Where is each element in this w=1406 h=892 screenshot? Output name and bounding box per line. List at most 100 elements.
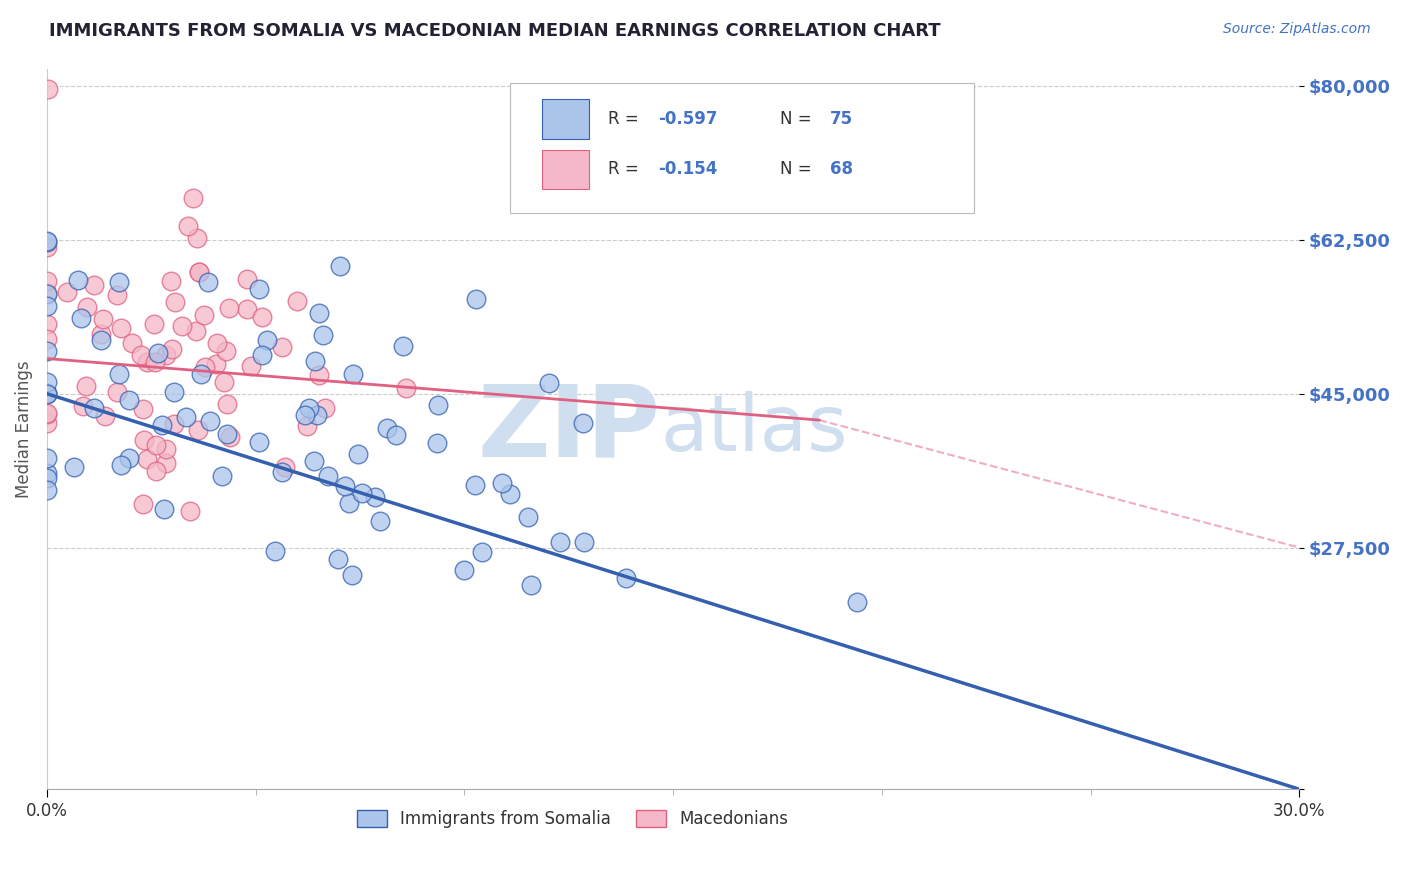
Point bbox=[83, 277, 105, 292]
Point bbox=[364, 490, 387, 504]
Point bbox=[66, 273, 89, 287]
Point bbox=[132, 497, 155, 511]
Point bbox=[215, 343, 238, 358]
Point bbox=[179, 503, 201, 517]
Point bbox=[93, 409, 115, 423]
Point bbox=[329, 259, 352, 273]
Point bbox=[465, 292, 488, 306]
Point bbox=[35, 343, 58, 358]
Point bbox=[198, 414, 221, 428]
Point bbox=[188, 264, 211, 278]
Point bbox=[163, 385, 186, 400]
Point bbox=[274, 459, 297, 474]
Point bbox=[298, 401, 321, 415]
Point bbox=[215, 397, 238, 411]
Point bbox=[186, 324, 208, 338]
Point bbox=[314, 401, 336, 415]
Point bbox=[342, 367, 364, 381]
Point bbox=[453, 563, 475, 577]
Point bbox=[132, 433, 155, 447]
Point bbox=[312, 327, 335, 342]
Point bbox=[375, 421, 398, 435]
Point bbox=[72, 399, 94, 413]
Text: R =: R = bbox=[607, 110, 644, 128]
Point bbox=[153, 501, 176, 516]
Point bbox=[218, 301, 240, 315]
Point bbox=[35, 299, 58, 313]
Point bbox=[35, 287, 58, 301]
Text: N =: N = bbox=[779, 161, 817, 178]
Point bbox=[426, 436, 449, 450]
Text: Source: ZipAtlas.com: Source: ZipAtlas.com bbox=[1223, 22, 1371, 37]
Point bbox=[35, 376, 58, 390]
Point bbox=[194, 359, 217, 374]
Legend: Immigrants from Somalia, Macedonians: Immigrants from Somalia, Macedonians bbox=[350, 804, 796, 835]
Point bbox=[328, 551, 350, 566]
Point bbox=[152, 417, 174, 432]
Bar bbox=[541, 99, 589, 139]
Point bbox=[427, 398, 450, 412]
Point bbox=[155, 456, 177, 470]
Point bbox=[256, 334, 278, 348]
Point bbox=[135, 355, 157, 369]
Text: IMMIGRANTS FROM SOMALIA VS MACEDONIAN MEDIAN EARNINGS CORRELATION CHART: IMMIGRANTS FROM SOMALIA VS MACEDONIAN ME… bbox=[49, 22, 941, 40]
Point bbox=[132, 402, 155, 417]
Point bbox=[160, 342, 183, 356]
Point bbox=[148, 346, 170, 360]
Point bbox=[35, 406, 58, 420]
Point bbox=[90, 333, 112, 347]
Point bbox=[155, 442, 177, 456]
Point bbox=[155, 348, 177, 362]
Point bbox=[212, 376, 235, 390]
Point bbox=[35, 451, 58, 466]
Point bbox=[172, 319, 194, 334]
Y-axis label: Median Earnings: Median Earnings bbox=[15, 360, 32, 498]
Point bbox=[394, 381, 416, 395]
Point bbox=[519, 578, 541, 592]
Point bbox=[35, 467, 58, 481]
Point bbox=[75, 379, 97, 393]
Point bbox=[129, 348, 152, 362]
Point bbox=[117, 451, 139, 466]
Point bbox=[572, 417, 595, 431]
Point bbox=[35, 417, 58, 431]
Point bbox=[117, 392, 139, 407]
Point bbox=[236, 302, 259, 317]
Point bbox=[165, 295, 187, 310]
Point bbox=[145, 355, 167, 369]
Point bbox=[572, 535, 595, 549]
Point bbox=[218, 430, 240, 444]
Point bbox=[35, 483, 58, 497]
Point bbox=[35, 274, 58, 288]
Point bbox=[295, 419, 318, 434]
Point bbox=[105, 288, 128, 302]
Point bbox=[110, 458, 132, 472]
Point bbox=[190, 368, 212, 382]
Point bbox=[83, 401, 105, 415]
Point bbox=[35, 235, 58, 249]
Point bbox=[211, 468, 233, 483]
Point bbox=[368, 515, 391, 529]
Point bbox=[177, 219, 200, 234]
Point bbox=[35, 387, 58, 401]
Point bbox=[145, 464, 167, 478]
Point bbox=[63, 460, 86, 475]
Point bbox=[35, 240, 58, 254]
Point bbox=[217, 427, 239, 442]
Point bbox=[35, 471, 58, 485]
Point bbox=[491, 475, 513, 490]
Point bbox=[252, 310, 274, 324]
Text: R =: R = bbox=[607, 161, 644, 178]
Point bbox=[35, 387, 58, 401]
Point bbox=[91, 312, 114, 326]
Point bbox=[56, 285, 79, 299]
Point bbox=[197, 275, 219, 289]
Point bbox=[264, 544, 287, 558]
Point bbox=[35, 317, 58, 331]
Point bbox=[347, 446, 370, 460]
Point bbox=[107, 368, 129, 382]
Point bbox=[37, 82, 59, 96]
Point bbox=[76, 301, 98, 315]
Point bbox=[162, 417, 184, 431]
Point bbox=[174, 409, 197, 424]
